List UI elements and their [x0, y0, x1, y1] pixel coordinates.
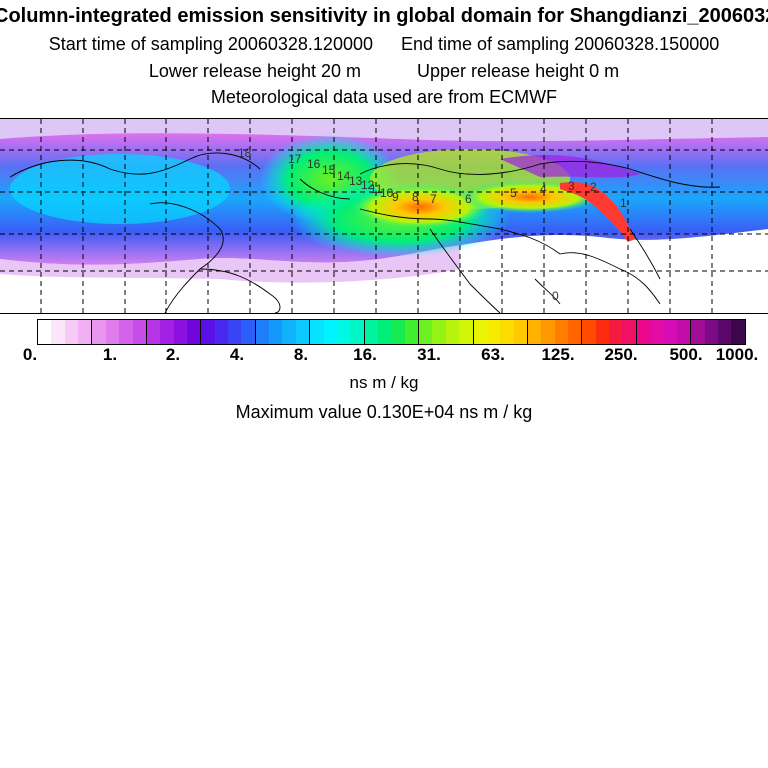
- trajectory-label: 3: [568, 179, 575, 193]
- colorbar-segment: [432, 320, 446, 344]
- colorbar-segment: [609, 320, 623, 344]
- colorbar-tick-label: 16.: [353, 345, 377, 364]
- trajectory-label: 13: [349, 174, 363, 188]
- colorbar-segment: [92, 320, 106, 344]
- colorbar-segment: [64, 320, 79, 344]
- colorbar-segment: [500, 320, 514, 344]
- colorbar-segment: [105, 320, 120, 344]
- colorbar-segment: [282, 320, 296, 344]
- colorbar-segment: [717, 320, 732, 344]
- colorbar-segment: [622, 320, 637, 344]
- colorbar-tick-label: 1000.: [715, 345, 759, 364]
- colorbar-segment: [527, 320, 542, 344]
- colorbar-segment: [636, 320, 651, 344]
- colorbar-tick-label: 0.: [22, 345, 38, 364]
- colorbar-tick-label: 250.: [604, 345, 638, 364]
- colorbar-segment: [78, 320, 93, 344]
- colorbar-segment: [445, 320, 460, 344]
- met-data-label: Meteorological data used are from ECMWF: [210, 87, 558, 107]
- colorbar-segment: [391, 320, 405, 344]
- colorbar-segment: [350, 320, 365, 344]
- trajectory-label: 5: [510, 186, 517, 200]
- trajectory-label: 18: [238, 146, 252, 160]
- colorbar-segment: [377, 320, 392, 344]
- colorbar-segment: [38, 320, 52, 344]
- colorbar-segment: [459, 320, 474, 344]
- colorbar-segment: [676, 320, 692, 344]
- colorbar-segment: [541, 320, 555, 344]
- colorbar-segment: [650, 320, 664, 344]
- colorbar-segment: [173, 320, 187, 344]
- colorbar-segment: [228, 320, 242, 344]
- lower-release-height-label: Lower release height 20 m: [148, 61, 361, 81]
- colorbar-tick-label: 2.: [165, 345, 181, 364]
- trajectory-label: 11: [370, 182, 383, 196]
- colorbar-tick-label: 8.: [293, 345, 309, 364]
- colorbar-segment: [663, 320, 677, 344]
- colorbar-segment: [568, 320, 583, 344]
- colorbar-tick-label: 4.: [229, 345, 245, 364]
- colorbar-segment: [404, 320, 420, 344]
- colorbar-segment: [582, 320, 596, 344]
- colorbar-tick-label: 31.: [417, 345, 441, 364]
- colorbar-segment: [214, 320, 229, 344]
- colorbar-segment: [310, 320, 324, 344]
- upper-release-height-label: Upper release height 0 m: [417, 61, 620, 81]
- trajectory-label: 16: [307, 157, 321, 171]
- colorbar-tick-label: 500.: [669, 345, 703, 364]
- trajectory-label: 10: [380, 186, 394, 200]
- trajectory-label: 12: [361, 178, 375, 192]
- trajectory-label: 0: [552, 289, 559, 303]
- colorbar-segment: [731, 320, 745, 344]
- colorbar-segment: [486, 320, 501, 344]
- trajectory-label: 6: [465, 192, 472, 206]
- colorbar-segment: [201, 320, 215, 344]
- trajectory-label: 2: [590, 180, 597, 194]
- colorbar-tick-labels: 0. 1. 2. 4. 8. 16. 31. 63. 125. 250. 500. 1000.: [0, 345, 768, 367]
- colorbar-segment: [554, 320, 569, 344]
- colorbar-segment: [146, 320, 161, 344]
- colorbar-segment: [295, 320, 311, 344]
- colorbar-segment: [595, 320, 610, 344]
- colorbar-segment: [241, 320, 256, 344]
- start-time-label: Start time of sampling 20060328.120000: [48, 34, 373, 54]
- colorbar-segment: [269, 320, 283, 344]
- colorbar-segment: [323, 320, 337, 344]
- colorbar-segment: [160, 320, 174, 344]
- trajectory-label: 15: [322, 163, 336, 177]
- colorbar-tick-label: 1.: [102, 345, 118, 364]
- release-heights: Lower release height 20 m Upper release h…: [0, 60, 768, 82]
- colorbar-segment: [255, 320, 270, 344]
- plot-title: Column-integrated emission sensitivity i…: [0, 5, 768, 27]
- trajectory-label: 17: [288, 152, 302, 166]
- colorbar-segment: [186, 320, 202, 344]
- trajectory-label: 8: [412, 190, 419, 204]
- sampling-times: Start time of sampling 20060328.120000 En…: [0, 33, 768, 55]
- maximum-value-label: Maximum value 0.130E+04 ns m / kg: [235, 402, 533, 422]
- colorbar-units: ns m / kg: [349, 373, 419, 392]
- colorbar-segment: [473, 320, 487, 344]
- trajectory-label: 9: [392, 190, 399, 204]
- trajectory-label: 4: [540, 182, 547, 196]
- colorbar-segment: [119, 320, 133, 344]
- end-time-label: End time of sampling 20060328.150000: [401, 34, 720, 54]
- colorbar-segment: [691, 320, 705, 344]
- trajectory-label: 7: [430, 192, 437, 206]
- colorbar-segment: [132, 320, 147, 344]
- colorbar: [37, 319, 746, 345]
- colorbar-tick-label: 63.: [481, 345, 505, 364]
- colorbar-segment: [364, 320, 378, 344]
- colorbar-segment: [513, 320, 528, 344]
- colorbar-segment: [51, 320, 65, 344]
- colorbar-segment: [419, 320, 433, 344]
- colorbar-tick-label: 125.: [541, 345, 575, 364]
- trajectory-label: 14: [337, 169, 351, 183]
- trajectory-label: 1: [620, 196, 627, 210]
- colorbar-segment: [336, 320, 351, 344]
- colorbar-segment: [704, 320, 718, 344]
